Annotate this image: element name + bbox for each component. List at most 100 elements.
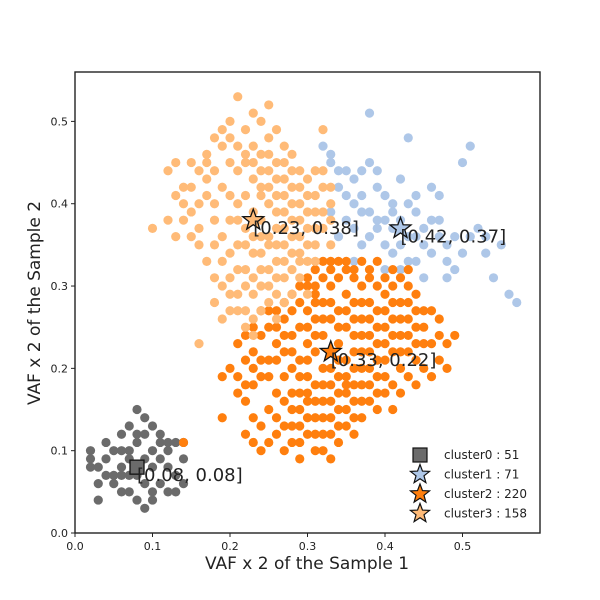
cluster2-point: [380, 273, 390, 283]
cluster0-point: [93, 462, 103, 472]
cluster3-point: [279, 190, 289, 201]
cluster2-point: [426, 339, 437, 349]
cluster1-point: [395, 174, 406, 184]
cluster2-point: [271, 322, 282, 332]
cluster1-point: [364, 108, 375, 118]
cluster3-point: [264, 297, 274, 308]
cluster1-point: [349, 256, 359, 266]
cluster2-point: [349, 273, 359, 283]
cluster3-point: [256, 166, 266, 176]
cluster2-point: [364, 380, 375, 390]
cluster2-point: [395, 330, 406, 341]
cluster2-point: [388, 297, 398, 308]
cluster2-point: [225, 363, 235, 373]
cluster2-point: [357, 281, 367, 291]
x-tick-label: 0.1: [144, 540, 162, 553]
cluster3-point: [318, 207, 328, 217]
cluster0-point: [140, 413, 150, 423]
cluster3-point: [240, 322, 251, 332]
cluster2-point: [333, 421, 344, 431]
cluster2-point: [233, 371, 243, 382]
cluster3-point: [240, 157, 251, 168]
cluster0-point: [147, 495, 158, 505]
cluster3-point: [302, 174, 313, 184]
cluster3-point: [302, 207, 313, 217]
cluster1-point: [333, 182, 344, 192]
cluster2-point: [333, 437, 344, 448]
cluster2-point: [341, 380, 351, 390]
cluster1-point: [357, 166, 367, 176]
cluster2-point: [248, 413, 258, 423]
cluster2-point: [302, 396, 313, 406]
cluster2-point: [395, 273, 406, 283]
cluster1-point: [419, 240, 429, 250]
cluster1-point: [333, 232, 344, 242]
cluster3-point: [318, 223, 328, 234]
cluster2-point: [326, 264, 336, 275]
cluster3-point: [240, 240, 251, 250]
cluster2-point: [271, 413, 282, 423]
cluster2-point: [295, 421, 305, 431]
cluster2-point: [326, 396, 336, 406]
cluster3-point: [302, 289, 313, 299]
cluster3-point: [233, 306, 243, 316]
cluster2-point: [341, 404, 351, 415]
cluster3-point: [248, 248, 258, 258]
cluster3-point: [194, 240, 204, 250]
cluster2-point: [318, 363, 328, 373]
cluster3-point: [310, 166, 320, 176]
legend-marker-cluster1: [408, 462, 432, 484]
cluster3-point: [202, 149, 212, 159]
cluster1-point: [426, 215, 437, 225]
x-tick-label: 0.2: [221, 540, 239, 553]
cluster2-point: [302, 355, 313, 365]
cluster2-point: [349, 347, 359, 357]
cluster2-point: [248, 380, 258, 390]
cluster1-point: [326, 207, 336, 217]
cluster0-point: [93, 479, 103, 489]
cluster2-point: [395, 347, 406, 357]
cluster2-point: [341, 256, 351, 266]
cluster0-point: [147, 421, 158, 431]
cluster1-point: [411, 256, 421, 266]
cluster3-point: [248, 157, 258, 168]
cluster2-point: [318, 273, 328, 283]
cluster2-point: [264, 322, 274, 332]
cluster2-point: [372, 306, 382, 316]
cluster3-point: [217, 141, 227, 151]
cluster3-point: [326, 215, 336, 225]
cluster2-point: [326, 454, 336, 464]
cluster0-point: [178, 454, 189, 464]
cluster0-point: [147, 446, 158, 456]
cluster2-point: [419, 363, 429, 373]
cluster2-point: [364, 314, 375, 324]
cluster2-point: [357, 314, 367, 324]
cluster2-point: [403, 371, 413, 382]
cluster0-point: [85, 446, 96, 456]
cluster3-point: [225, 157, 235, 168]
cluster0-point: [109, 446, 119, 456]
cluster3-point: [233, 92, 243, 102]
cluster2-centroid-label: [0.33, 0.22]: [331, 350, 437, 371]
cluster1-point: [411, 190, 421, 201]
cluster2-point: [256, 355, 266, 365]
y-tick-label: 0.1: [51, 445, 69, 458]
cluster2-point: [411, 380, 421, 390]
cluster2-point: [403, 314, 413, 324]
cluster2-point: [333, 256, 344, 266]
cluster3-point: [240, 281, 251, 291]
cluster3-point: [186, 207, 196, 217]
cluster3-point: [186, 157, 196, 168]
cluster3-point: [186, 232, 196, 242]
cluster3-point: [209, 240, 220, 250]
x-ticks: 0.0 0.1 0.2 0.3 0.4 0.5: [66, 533, 471, 553]
cluster2-point: [434, 314, 444, 324]
cluster0-point: [101, 470, 111, 480]
cluster2-point: [357, 347, 367, 357]
cluster2-point: [248, 437, 258, 448]
cluster3-point: [233, 215, 243, 225]
cluster0-point: [155, 454, 165, 464]
cluster2-point: [372, 388, 382, 398]
cluster2-point: [302, 322, 313, 332]
